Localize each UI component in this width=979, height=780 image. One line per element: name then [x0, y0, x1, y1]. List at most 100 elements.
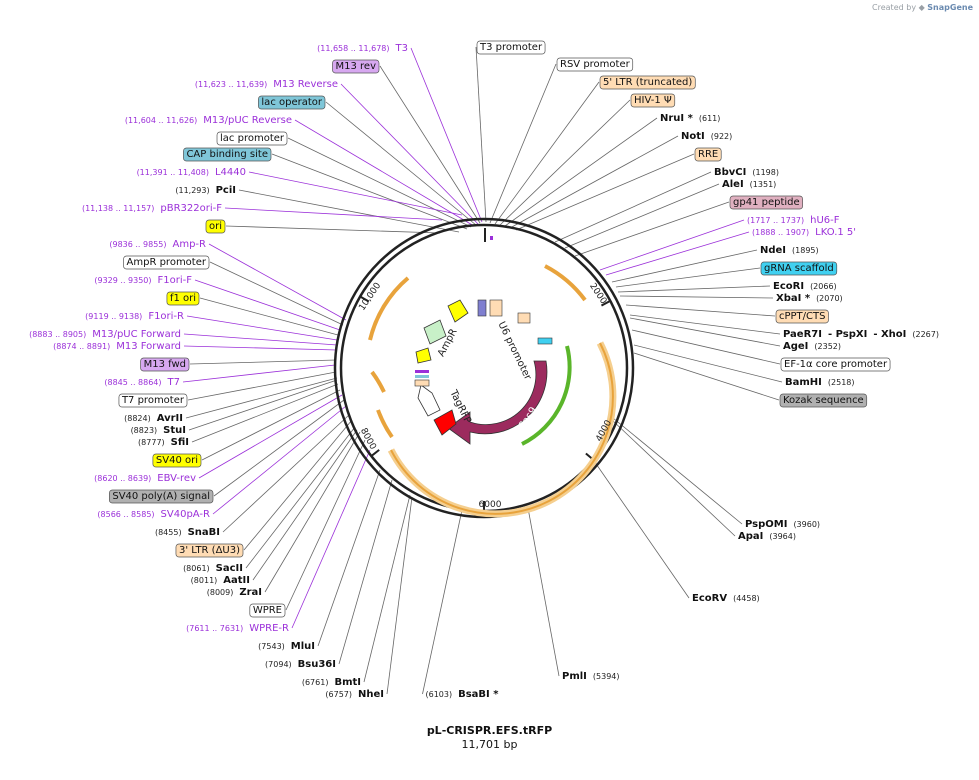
label-t3[interactable]: (11,658 .. 11,678) T3 — [317, 43, 408, 54]
label-m13-puc-forward[interactable]: (8883 .. 8905) M13/pUC Forward — [29, 329, 181, 340]
label-gp41-peptide[interactable]: gp41 peptide — [729, 195, 804, 210]
label-bsabi[interactable]: (6103) BsaBI * — [426, 689, 500, 700]
label-ebv-rev[interactable]: (8620 .. 8639) EBV-rev — [94, 473, 196, 484]
t3-site — [490, 236, 493, 240]
label-apai[interactable]: ApaI (3964) — [738, 531, 796, 542]
label-text-3960: (3960) — [793, 520, 820, 529]
label-m13-forward[interactable]: (8874 .. 8891) M13 Forward — [53, 341, 181, 352]
label-text-8011: (8011) — [191, 576, 218, 585]
label-hu6-f[interactable]: (1717 .. 1737) hU6-F — [747, 215, 840, 226]
label-text-avrii: AvrII — [157, 413, 183, 424]
label-cppt-cts[interactable]: cPPT/CTS — [775, 309, 829, 324]
label-ecorv[interactable]: EcoRV (4458) — [692, 593, 760, 604]
label-text-6103: (6103) — [426, 690, 453, 699]
label-stui[interactable]: (8823) StuI — [131, 425, 186, 436]
label-text-m13-puc-reverse: M13/pUC Reverse — [203, 115, 292, 126]
label-f1ori-f[interactable]: (9329 .. 9350) F1ori-F — [94, 275, 192, 286]
label-bamhi[interactable]: BamHI (2518) — [785, 377, 855, 388]
label-zrai[interactable]: (8009) ZraI — [207, 587, 262, 598]
label-3-ltr-u3[interactable]: 3' LTR (ΔU3) — [175, 543, 244, 558]
label-m13-rev[interactable]: M13 rev — [332, 59, 380, 74]
label-bsu36i[interactable]: (7094) Bsu36I — [265, 659, 336, 670]
label-amp-r[interactable]: (9836 .. 9855) Amp-R — [109, 239, 206, 250]
label-m13-reverse[interactable]: (11,623 .. 11,639) M13 Reverse — [195, 79, 338, 90]
label-t3-promoter[interactable]: T3 promoter — [476, 40, 546, 55]
label-grna-scaffold[interactable]: gRNA scaffold — [760, 261, 838, 276]
leader-sfii — [191, 383, 339, 443]
label-text-11-138-11-157: (11,138 .. 11,157) — [82, 204, 154, 213]
label-sv40pa-r[interactable]: (8566 .. 8585) SV40pA-R — [97, 509, 210, 520]
cas9-feature[interactable] — [447, 360, 548, 445]
leader-m13-puc-forward — [183, 333, 338, 346]
label-ndei[interactable]: NdeI (1895) — [760, 245, 819, 256]
backbone-outer-ring — [333, 217, 635, 519]
label-xbai[interactable]: XbaI * (2070) — [776, 293, 843, 304]
label-pbr322ori-f[interactable]: (11,138 .. 11,157) pBR322ori-F — [82, 203, 222, 214]
label-pspomi[interactable]: PspOMI (3960) — [745, 519, 820, 530]
ampr-small-feature[interactable] — [415, 347, 432, 364]
label-pcii[interactable]: (11,293) PciI — [175, 185, 236, 196]
label-cap-binding-site[interactable]: CAP binding site — [183, 147, 272, 162]
leader-ori — [225, 225, 441, 234]
label-lac-promoter[interactable]: lac promoter — [216, 131, 288, 146]
label-ampr-promoter[interactable]: AmpR promoter — [123, 255, 210, 270]
tagrfp-feature[interactable] — [433, 409, 457, 436]
label-rre[interactable]: RRE — [694, 147, 722, 162]
label-lac-operator[interactable]: lac operator — [258, 95, 326, 110]
label-t7[interactable]: (8845 .. 8864) T7 — [104, 377, 180, 388]
leader-m13-puc-reverse — [294, 119, 475, 227]
label-agei[interactable]: AgeI (2352) — [783, 341, 841, 352]
label-f1-ori[interactable]: f1 ori — [166, 291, 200, 306]
ltr-feature[interactable] — [414, 379, 430, 387]
label-5-ltr-truncated[interactable]: 5' LTR (truncated) — [599, 75, 696, 90]
label-wpre[interactable]: WPRE — [249, 603, 286, 618]
label-ecori[interactable]: EcoRI (2066) — [773, 281, 837, 292]
leader-m13-rev — [379, 65, 481, 224]
leader-3-ltr-u3 — [243, 419, 353, 551]
label-f1ori-r[interactable]: (9119 .. 9138) F1ori-R — [85, 311, 184, 322]
snapgene-credit: Created by ◆ SnapGene — [872, 3, 973, 12]
label-nhei[interactable]: (6757) NheI — [325, 689, 384, 700]
label-l4440[interactable]: (11,391 .. 11,408) L4440 — [137, 167, 246, 178]
orf-arc-5 — [370, 370, 386, 393]
label-sv40-ori[interactable]: SV40 ori — [152, 453, 202, 468]
label-rsv-promoter[interactable]: RSV promoter — [556, 57, 634, 72]
label-bbvci[interactable]: BbvCI (1198) — [714, 167, 779, 178]
label-m13-fwd[interactable]: M13 fwd — [140, 357, 190, 372]
label-bmti[interactable]: (6761) BmtI — [302, 677, 361, 688]
lac-feature[interactable] — [477, 299, 487, 317]
label-snabi[interactable]: (8455) SnaBI — [155, 527, 220, 538]
ltr5-feature[interactable] — [489, 299, 503, 317]
tagrfp-body[interactable] — [417, 384, 441, 417]
label-kozak-sequence[interactable]: Kozak sequence — [779, 393, 868, 408]
label-text-f1ori-f: F1ori-F — [158, 275, 193, 286]
label-text-11-658-11-678: (11,658 .. 11,678) — [317, 44, 389, 53]
label-wpre-r[interactable]: (7611 .. 7631) WPRE-R — [186, 623, 289, 634]
ori-feature[interactable] — [447, 299, 469, 323]
label-pmli[interactable]: PmlI (5394) — [562, 671, 620, 682]
label-hiv-1[interactable]: HIV-1 Ψ — [630, 93, 676, 108]
label-t7-promoter[interactable]: T7 promoter — [118, 393, 188, 408]
label-paer7i[interactable]: PaeR7I - PspXI - XhoI (2267) — [783, 329, 939, 340]
label-noti[interactable]: NotI (922) — [681, 131, 732, 142]
label-ef-1-core-promoter[interactable]: EF-1α core promoter — [780, 357, 891, 372]
label-text-1198: (1198) — [752, 168, 779, 177]
label-text-6761: (6761) — [302, 678, 329, 687]
label-sacii[interactable]: (8061) SacII — [183, 563, 243, 574]
label-sfii[interactable]: (8777) SfiI — [138, 437, 189, 448]
label-avrii[interactable]: (8824) AvrII — [124, 413, 183, 424]
label-aatii[interactable]: (8011) AatII — [191, 575, 250, 586]
label-mlui[interactable]: (7543) MluI — [258, 641, 315, 652]
label-lko-1-5[interactable]: (1888 .. 1907) LKO.1 5' — [752, 227, 856, 238]
label-ori[interactable]: ori — [205, 219, 226, 234]
label-sv40-poly-a-signal[interactable]: SV40 poly(A) signal — [108, 489, 214, 504]
label-m13-puc-reverse[interactable]: (11,604 .. 11,626) M13/pUC Reverse — [125, 115, 292, 126]
rre-feature[interactable] — [517, 312, 531, 324]
leader-alei — [564, 183, 720, 249]
label-alei[interactable]: AleI (1351) — [722, 179, 776, 190]
grna-feature[interactable] — [537, 337, 553, 345]
label-text-sv40pa-r: SV40pA-R — [161, 509, 210, 520]
ampr-feature[interactable] — [423, 319, 447, 345]
leader-sacii — [245, 426, 356, 569]
label-nrui[interactable]: NruI * (611) — [660, 113, 720, 124]
